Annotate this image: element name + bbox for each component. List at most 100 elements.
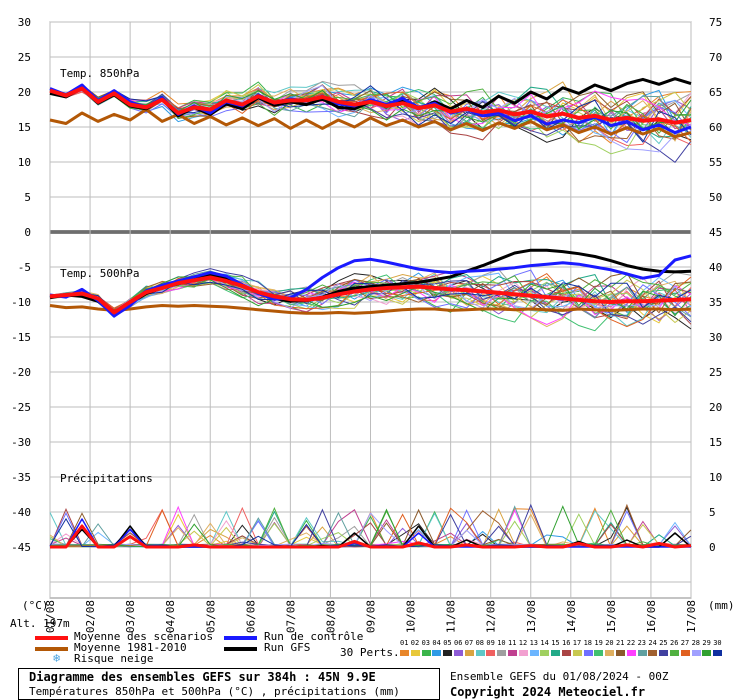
perturbation-label: 22	[626, 639, 636, 647]
panel-label-t500: Temp. 500hPa	[60, 267, 140, 280]
series-line-t500	[49, 304, 692, 315]
perturbation-swatch	[508, 650, 517, 656]
right-tick-label: 55	[709, 156, 722, 169]
perturbation-swatch	[648, 650, 658, 656]
perturbation-label: 13	[529, 639, 539, 647]
perturbation-line-28	[49, 275, 692, 312]
right-tick-label: 75	[709, 16, 722, 29]
right-tick-label: 35	[709, 296, 722, 309]
perturbation-swatch	[594, 650, 604, 656]
perturbation-label: 25	[659, 639, 668, 647]
left-tick-label: -40	[11, 506, 31, 519]
series-line-precip	[50, 524, 692, 549]
perturbation-swatch	[680, 650, 690, 656]
series-line-t500	[49, 275, 692, 315]
perturbation-label: 15	[551, 639, 560, 647]
perturbation-label: 20	[605, 639, 614, 647]
footer-run: Ensemble GEFS du 01/08/2024 - 00Z	[450, 670, 669, 683]
perturbation-swatch	[691, 650, 701, 656]
perturbation-swatch	[616, 650, 625, 656]
x-tick-label: 08/08	[324, 600, 337, 633]
legend-gfs: Run GFS	[264, 641, 311, 654]
perturbation-label: 29	[702, 639, 711, 647]
perturbation-swatch	[475, 650, 485, 656]
perturbation-swatch	[443, 650, 453, 656]
left-tick-label: -30	[11, 436, 31, 449]
perturbation-swatch	[454, 650, 463, 656]
left-tick-label: 25	[18, 51, 31, 64]
perturbation-swatch	[464, 650, 474, 656]
perturbation-swatch	[659, 650, 669, 656]
perturbation-swatch	[637, 650, 647, 656]
x-tick-label: 11/08	[445, 600, 458, 633]
right-tick-label: 70	[709, 51, 722, 64]
perturbation-label: 18	[583, 639, 593, 647]
perturbation-swatch	[400, 650, 409, 656]
series-line-t500	[49, 254, 692, 318]
x-tick-label: 05/08	[204, 600, 217, 633]
perturbation-label: 27	[680, 639, 690, 647]
perturbation-swatch	[518, 650, 528, 656]
altitude-label: Alt. 197m	[10, 617, 70, 630]
x-tick-label: 09/08	[365, 600, 378, 633]
perturbation-label: 21	[616, 639, 625, 647]
left-tick-label: 30	[18, 16, 31, 29]
perturbation-line-01	[49, 86, 692, 144]
right-tick-label: 15	[709, 436, 722, 449]
perturbation-label: 09	[486, 639, 495, 647]
left-tick-label: 5	[24, 191, 31, 204]
perturbation-label: 12	[518, 639, 528, 647]
left-tick-label: 10	[18, 156, 31, 169]
perturbation-line-30	[49, 85, 692, 143]
right-tick-label: 50	[709, 191, 722, 204]
perturbation-swatch	[421, 650, 431, 656]
perturbation-swatch	[605, 650, 615, 656]
perturbation-swatch	[572, 650, 582, 656]
right-tick-label: 40	[709, 261, 722, 274]
series-line-t850	[49, 108, 692, 139]
panel-label-precip: Précipitations	[60, 472, 153, 485]
x-tick-label: 01/08	[44, 600, 57, 633]
perturbation-swatch	[410, 650, 420, 656]
legend-swatch-gfs	[224, 647, 257, 651]
perturbation-label: 05	[443, 639, 452, 647]
perturbation-swatch	[432, 650, 442, 656]
panel-label-t850: Temp. 850hPa	[60, 67, 140, 80]
perturbation-label: 03	[421, 639, 431, 647]
right-tick-label: 0	[709, 541, 716, 554]
perturbation-label: 26	[670, 639, 679, 647]
footer-copyright: Copyright 2024 Meteociel.fr	[450, 685, 646, 699]
perturbation-line-30	[49, 281, 692, 312]
perturbation-label: 11	[508, 639, 517, 647]
perturbation-swatch	[486, 650, 496, 656]
x-tick-label: 10/08	[405, 600, 418, 633]
right-tick-label: 20	[709, 401, 722, 414]
left-tick-label: -15	[11, 331, 31, 344]
perturbation-swatch	[562, 650, 571, 656]
legend-mean: Moyenne des scénarios	[74, 630, 214, 643]
left-tick-label: 20	[18, 86, 31, 99]
left-tick-label: -35	[11, 471, 31, 484]
legend-swatch-mean	[35, 636, 68, 640]
perturbation-label: 06	[454, 639, 463, 647]
main-series-lines	[49, 77, 692, 549]
perturbation-label: 23	[637, 639, 647, 647]
perturbation-swatch	[583, 650, 593, 656]
right-tick-label: 5	[709, 506, 716, 519]
right-tick-label: 25	[709, 366, 722, 379]
perturbation-swatch	[713, 650, 723, 656]
x-tick-label: 13/08	[525, 600, 538, 633]
left-tick-label: -45	[11, 541, 31, 554]
perturbation-label: 28	[691, 639, 701, 647]
x-tick-label: 14/08	[565, 600, 578, 633]
right-tick-label: 30	[709, 331, 722, 344]
x-tick-label: 06/08	[244, 600, 257, 633]
x-tick-label: 16/08	[645, 600, 658, 633]
left-tick-label: -5	[18, 261, 31, 274]
left-unit-label: (°C)	[22, 599, 49, 612]
x-tick-label: 17/08	[685, 600, 698, 633]
right-tick-label: 10	[709, 471, 722, 484]
left-tick-label: -10	[11, 296, 31, 309]
right-tick-label: 60	[709, 121, 722, 134]
x-tick-label: 07/08	[284, 600, 297, 633]
